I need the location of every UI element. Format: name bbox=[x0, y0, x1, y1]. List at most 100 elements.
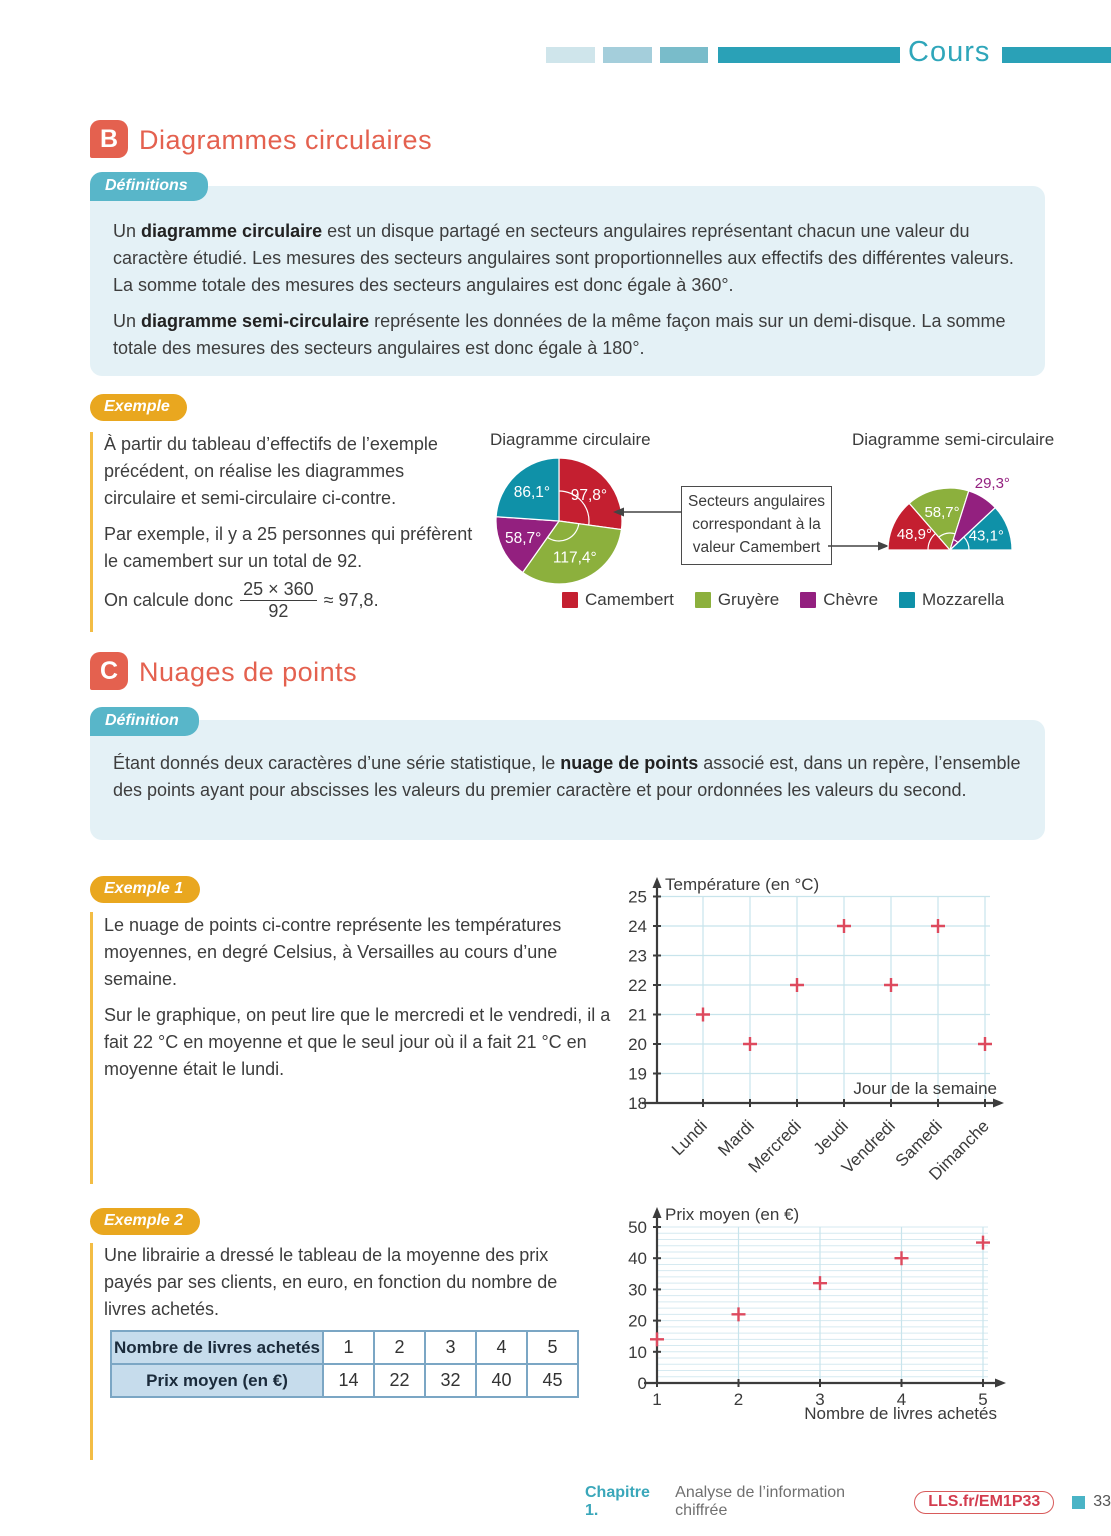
definitions-box bbox=[90, 186, 1045, 376]
table-cell: 5 bbox=[526, 1330, 579, 1365]
x-tick-label: Mercredi bbox=[745, 1116, 805, 1176]
definitions-text: Un diagramme circulaire est un disque pa… bbox=[113, 218, 1035, 371]
x-tick-label: Lundi bbox=[668, 1116, 711, 1159]
callout-line-1: Secteurs angulaires bbox=[688, 493, 825, 510]
semicircle-chart-title: Diagramme semi-circulaire bbox=[852, 430, 1055, 449]
sector-angle-label: 117,4° bbox=[553, 549, 597, 566]
legend-swatch bbox=[562, 592, 578, 608]
data-point bbox=[978, 1037, 992, 1051]
table-row-header: Nombre de livres achetés bbox=[110, 1330, 324, 1365]
table-cell: 45 bbox=[526, 1363, 579, 1398]
fraction-numerator: 25 × 360 bbox=[240, 579, 317, 601]
pie-chart: 97,8° 117,4° 58,7° 86,1° bbox=[495, 457, 623, 585]
pie-sector-Mozzarella bbox=[495, 457, 560, 522]
sector-angle-label: 86,1° bbox=[514, 484, 550, 501]
angle-arc bbox=[927, 532, 936, 551]
calc-prefix: On calcule donc bbox=[104, 589, 234, 610]
chapter-title: Analyse de l’information chiffrée bbox=[675, 1484, 846, 1519]
example-text: À partir du tableau d’effectifs de l’exe… bbox=[104, 431, 478, 621]
x-tick-label: 4 bbox=[897, 1390, 906, 1409]
sector-angle-label: 29,3° bbox=[975, 475, 1010, 492]
example-paragraph-1: À partir du tableau d’effectifs de l’exe… bbox=[104, 434, 438, 508]
callout-arrow-left bbox=[613, 507, 682, 517]
data-point bbox=[731, 1307, 746, 1322]
chapter-number: Chapitre 1. bbox=[585, 1484, 650, 1519]
legend-label: Chèvre bbox=[823, 590, 879, 609]
header-bar-main bbox=[718, 47, 900, 63]
data-point bbox=[837, 919, 851, 933]
lls-link[interactable]: LLS.fr/EM1P33 bbox=[914, 1490, 1055, 1514]
example1-text: Le nuage de points ci-contre représente … bbox=[104, 912, 612, 1092]
table-row-header: Prix moyen (en €) bbox=[110, 1363, 324, 1398]
table-cell: 1 bbox=[322, 1330, 375, 1365]
example-accent-line bbox=[90, 432, 93, 632]
table-row: Prix moyen (en €) 14 22 32 40 45 bbox=[110, 1363, 579, 1398]
data-point bbox=[743, 1037, 757, 1051]
y-tick-label: 24 bbox=[628, 917, 647, 936]
x-tick-label: Jeudi bbox=[810, 1116, 852, 1158]
header-bar-dark bbox=[660, 47, 708, 63]
table-row: Nombre de livres achetés 1 2 3 4 5 bbox=[110, 1330, 579, 1365]
definition-circulaire-paragraph: Un diagramme circulaire est un disque pa… bbox=[113, 221, 1014, 295]
table-cell: 3 bbox=[424, 1330, 477, 1365]
example1-paragraph-2: Sur le graphique, on peut lire que le me… bbox=[104, 1005, 611, 1079]
table-cell: 32 bbox=[424, 1363, 477, 1398]
y-axis-title: Température (en °C) bbox=[665, 875, 819, 894]
callout-box: Secteurs angulaires correspondant à la v… bbox=[681, 486, 832, 565]
example2-text: Une librairie a dressé le tableau de la … bbox=[104, 1242, 596, 1332]
sector-angle-label: 58,7° bbox=[505, 530, 541, 547]
data-point bbox=[696, 1007, 710, 1022]
x-tick-label: Mardi bbox=[714, 1116, 757, 1159]
semicircle-chart: 48,9° 58,7° 29,3° 43,1° bbox=[887, 475, 1013, 553]
y-tick-label: 20 bbox=[628, 1035, 647, 1054]
example-paragraph-2: Par exemple, il y a 25 personnes qui pré… bbox=[104, 524, 473, 571]
y-axis-title: Prix moyen (en €) bbox=[665, 1205, 799, 1224]
data-point bbox=[884, 978, 898, 992]
legend-label: Camembert bbox=[585, 590, 674, 609]
y-tick-label: 50 bbox=[628, 1218, 647, 1237]
page-marker-square bbox=[1072, 1495, 1086, 1509]
definition-box-c bbox=[90, 720, 1045, 840]
page-number: 33 bbox=[1093, 1493, 1111, 1510]
y-tick-label: 23 bbox=[628, 947, 647, 966]
header-bar-light bbox=[546, 47, 595, 63]
x-tick-label: 1 bbox=[652, 1390, 661, 1409]
callout-arrow-right bbox=[828, 541, 889, 551]
x-axis-title: Jour de la semaine bbox=[853, 1079, 997, 1098]
angle-arc bbox=[547, 523, 580, 542]
y-axis-arrow bbox=[652, 877, 662, 888]
header-bar-right bbox=[1002, 47, 1111, 63]
legend-swatch bbox=[694, 592, 711, 608]
calc-result: ≈ 97,8. bbox=[323, 589, 379, 610]
x-tick-label: 2 bbox=[734, 1390, 743, 1409]
angle-arc bbox=[963, 536, 970, 551]
sector-angle-label: 58,7° bbox=[924, 504, 959, 521]
x-tick-label: 3 bbox=[815, 1390, 824, 1409]
table-cell: 4 bbox=[475, 1330, 528, 1365]
example-calculation: On calcule donc 25 × 360 92 ≈ 97,8. bbox=[104, 579, 478, 621]
section-c-badge: C bbox=[90, 652, 128, 690]
data-point bbox=[813, 1276, 827, 1291]
y-tick-label: 22 bbox=[628, 976, 647, 995]
pie-sector-Gruyère bbox=[521, 520, 623, 585]
sector-angle-label: 97,8° bbox=[571, 487, 607, 504]
x-axis-arrow bbox=[993, 1098, 1004, 1108]
angle-arc bbox=[558, 490, 590, 526]
table-cell: 40 bbox=[475, 1363, 528, 1398]
legend-item-Chèvre: Chèvre bbox=[800, 590, 878, 610]
x-axis-title: Nombre de livres achetés bbox=[804, 1404, 997, 1423]
pie-sector-Camembert bbox=[887, 502, 952, 551]
section-b-badge: B bbox=[90, 120, 128, 158]
sector-angle-label: 48,9° bbox=[897, 526, 932, 543]
legend-swatch bbox=[899, 592, 916, 608]
definitions-badge: Définitions bbox=[90, 172, 208, 201]
data-point bbox=[976, 1235, 990, 1250]
pie-sector-Camembert bbox=[558, 457, 623, 531]
price-table-wrap: Nombre de livres achetés 1 2 3 4 5 Prix … bbox=[110, 1330, 579, 1398]
definition-semi-circulaire-paragraph: Un diagramme semi-circulaire représente … bbox=[113, 311, 1006, 358]
fraction: 25 × 360 92 bbox=[240, 579, 317, 621]
definition-nuage-paragraph: Étant donnés deux caractères d’une série… bbox=[113, 753, 1021, 800]
x-axis-arrow bbox=[995, 1378, 1006, 1388]
section-b-title: Diagrammes circulaires bbox=[139, 125, 433, 155]
legend-swatch bbox=[800, 592, 817, 608]
